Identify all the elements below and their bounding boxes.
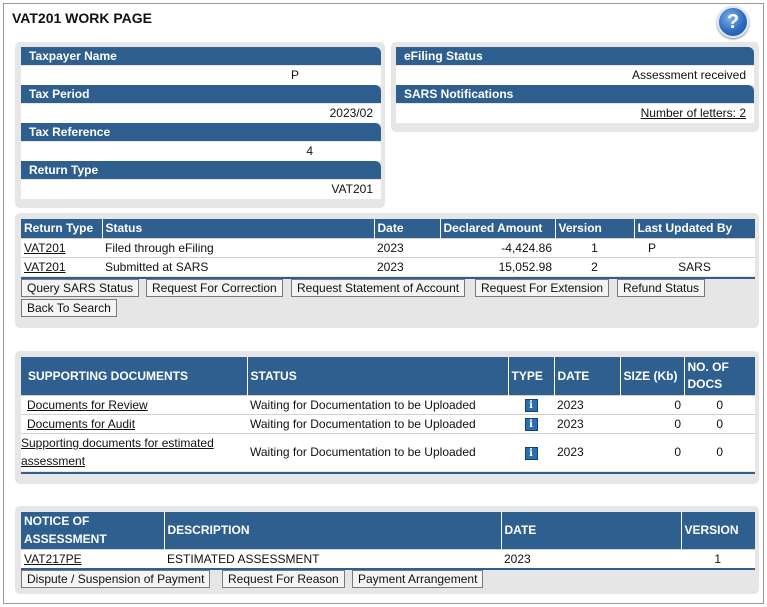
return-date: 2023	[374, 237, 440, 257]
notice-link[interactable]: VAT217PE	[24, 551, 82, 566]
query-sars-status-button[interactable]: Query SARS Status	[21, 279, 140, 297]
page-title: VAT201 WORK PAGE	[12, 10, 153, 26]
document-size: 0	[620, 394, 684, 414]
tax-period-value: 2023/02	[21, 104, 381, 123]
return-type-label: Return Type	[21, 161, 381, 179]
table-row: Supporting documents for estimated asses…	[21, 432, 755, 471]
table-row: VAT217PE ESTIMATED ASSESSMENT 2023 1	[21, 548, 755, 568]
notifications-row: Number of letters: 2	[396, 104, 754, 123]
sars-notifications-label: SARS Notifications	[396, 85, 754, 103]
col-type: TYPE	[508, 357, 555, 395]
document-status: Waiting for Documentation to be Uploaded	[247, 394, 508, 414]
info-icon[interactable]: i	[524, 446, 538, 460]
number-of-letters-link[interactable]: Number of letters: 2	[640, 106, 746, 120]
col-declared-amount: Declared Amount	[440, 219, 556, 238]
return-type-value: VAT201	[21, 180, 381, 199]
taxpayer-name-value: P	[21, 66, 381, 85]
payment-arrangement-button[interactable]: Payment Arrangement	[352, 570, 484, 588]
document-date: 2023	[554, 413, 620, 433]
document-count: 0	[684, 432, 755, 471]
returns-table-divider	[21, 277, 755, 279]
refund-status-button[interactable]: Refund Status	[617, 279, 706, 297]
table-row: VAT201 Submitted at SARS 2023 15,052.98 …	[21, 256, 755, 276]
notice-table: NOTICE OF ASSESSMENT DESCRIPTION DATE VE…	[21, 512, 755, 568]
returns-table: Return Type Status Date Declared Amount …	[21, 219, 755, 276]
return-updated-by: P	[634, 237, 755, 257]
col-doc-date: DATE	[554, 357, 621, 395]
dispute-suspension-button[interactable]: Dispute / Suspension of Payment	[21, 570, 211, 588]
col-status: Status	[102, 219, 375, 238]
col-size: SIZE (Kb)	[620, 357, 685, 395]
documents-table: SUPPORTING DOCUMENTS STATUS TYPE DATE SI…	[21, 357, 755, 471]
col-supporting-documents: SUPPORTING DOCUMENTS	[21, 357, 248, 395]
request-for-extension-button[interactable]: Request For Extension	[475, 279, 610, 297]
tax-period-label: Tax Period	[21, 85, 381, 103]
request-for-reason-button[interactable]: Request For Reason	[222, 570, 345, 588]
efiling-status-label: eFiling Status	[396, 47, 754, 65]
document-link[interactable]: Documents for Review	[27, 397, 148, 412]
request-statement-button[interactable]: Request Statement of Account	[291, 279, 466, 297]
documents-table-divider	[21, 472, 755, 474]
back-to-search-button[interactable]: Back To Search	[21, 299, 117, 317]
table-row: VAT201 Filed through eFiling 2023 -4,424…	[21, 237, 755, 257]
tax-reference-value: 4	[21, 142, 381, 161]
document-size: 0	[620, 413, 684, 433]
col-return-type: Return Type	[21, 219, 103, 238]
document-size: 0	[620, 432, 684, 471]
efiling-status-value: Assessment received	[396, 66, 754, 85]
request-for-correction-button[interactable]: Request For Correction	[146, 279, 283, 297]
notice-description: ESTIMATED ASSESSMENT	[164, 548, 501, 568]
info-icon[interactable]: i	[524, 418, 538, 431]
return-version: 1	[555, 237, 634, 257]
notice-date: 2023	[501, 548, 681, 568]
return-status: Submitted at SARS	[102, 256, 374, 276]
col-notice-version: VERSION	[681, 512, 755, 549]
notice-table-divider	[21, 568, 755, 570]
document-date: 2023	[554, 432, 620, 471]
table-row: Documents for Review Waiting for Documen…	[21, 394, 755, 414]
return-link[interactable]: VAT201	[24, 259, 66, 274]
col-notice-of-assessment: NOTICE OF ASSESSMENT	[21, 512, 165, 549]
col-doc-status: STATUS	[247, 357, 509, 395]
return-date: 2023	[374, 256, 440, 276]
taxpayer-name-label: Taxpayer Name	[21, 47, 381, 65]
document-count: 0	[684, 394, 755, 414]
col-version: Version	[555, 219, 635, 238]
help-icon[interactable]: ?	[717, 6, 749, 38]
info-icon[interactable]: i	[524, 399, 538, 412]
document-link[interactable]: Documents for Audit	[27, 416, 136, 431]
return-amount: 15,052.98	[440, 256, 555, 276]
col-last-updated-by: Last Updated By	[634, 219, 755, 238]
col-no-of-docs: NO. OF DOCS	[684, 357, 755, 395]
return-amount: -4,424.86	[440, 237, 555, 257]
document-date: 2023	[554, 394, 620, 414]
return-link[interactable]: VAT201	[24, 240, 66, 255]
document-status: Waiting for Documentation to be Uploaded	[247, 413, 508, 433]
notice-version: 1	[681, 548, 755, 568]
col-notice-date: DATE	[501, 512, 682, 549]
col-description: DESCRIPTION	[164, 512, 502, 549]
tax-reference-label: Tax Reference	[21, 123, 381, 141]
return-status: Filed through eFiling	[102, 237, 374, 257]
document-link[interactable]: Supporting documents for estimated asses…	[21, 436, 214, 469]
document-status: Waiting for Documentation to be Uploaded	[247, 432, 508, 471]
document-count: 0	[684, 413, 755, 433]
return-version: 2	[555, 256, 634, 276]
return-updated-by: SARS	[634, 256, 755, 276]
table-row: Documents for Audit Waiting for Document…	[21, 413, 755, 433]
col-date: Date	[374, 219, 441, 238]
